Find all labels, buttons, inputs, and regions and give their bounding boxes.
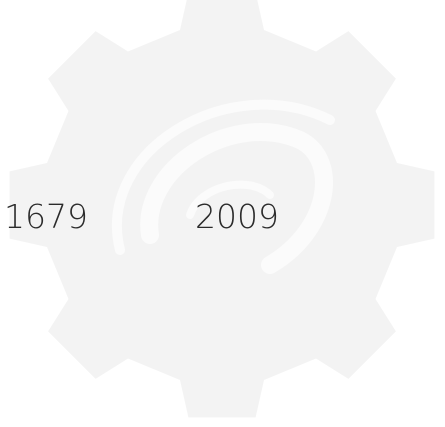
swirl-arc xyxy=(186,180,274,219)
gear-watermark xyxy=(9,0,435,418)
swirl-arc xyxy=(140,123,333,274)
number-label: 2009 xyxy=(195,197,279,236)
number-label: 1679 xyxy=(4,197,88,236)
swirl xyxy=(112,99,335,274)
swirl-arc xyxy=(112,99,335,255)
gear-shape xyxy=(9,0,435,418)
